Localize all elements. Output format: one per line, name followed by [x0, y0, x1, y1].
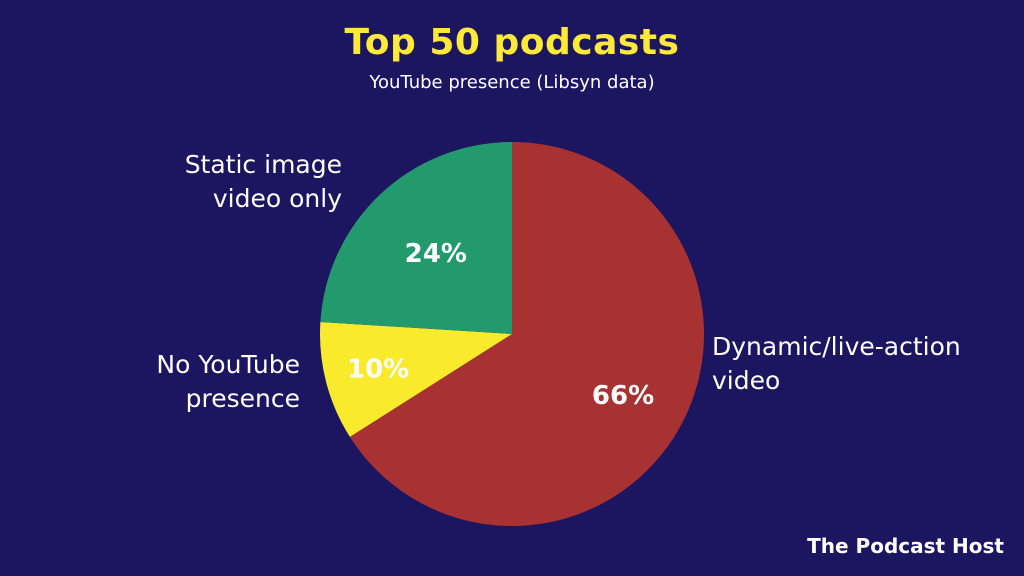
slice-static: [320, 142, 512, 334]
slice-no-youtube: [320, 321, 512, 437]
slice-label-dynamic: Dynamic/live-action video: [712, 330, 1012, 398]
slice-label-static-line1: Static image: [184, 150, 342, 179]
slice-dynamic: [349, 142, 705, 526]
slice-label-none-line2: presence: [185, 384, 300, 413]
chart-title: Top 50 podcasts: [344, 22, 680, 63]
pct-label-dynamic: 66%: [592, 381, 654, 411]
slice-label-none-line1: No YouTube: [156, 350, 300, 379]
brand-logo-text: The Podcast Host: [807, 534, 1004, 558]
slice-label-static: Static image video only: [60, 148, 342, 216]
pct-label-no-youtube: 10%: [347, 354, 409, 384]
slice-label-none: No YouTube presence: [40, 348, 300, 416]
pct-label-static: 24%: [405, 239, 467, 269]
slice-label-dynamic-line1: Dynamic/live-action: [712, 332, 961, 361]
slice-label-dynamic-line2: video: [712, 366, 781, 395]
chart-subtitle: YouTube presence (Libsyn data): [369, 72, 655, 93]
slice-label-static-line2: video only: [212, 184, 342, 213]
